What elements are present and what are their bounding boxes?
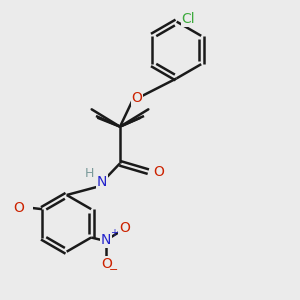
Text: O: O xyxy=(101,256,112,271)
Text: +: + xyxy=(110,228,118,238)
Text: Cl: Cl xyxy=(182,12,195,26)
Text: O: O xyxy=(153,165,164,179)
Text: −: − xyxy=(109,265,118,275)
Text: N: N xyxy=(97,175,107,189)
Text: O: O xyxy=(131,91,142,105)
Text: O: O xyxy=(13,200,24,214)
Text: H: H xyxy=(84,167,94,180)
Text: N: N xyxy=(101,233,111,247)
Text: O: O xyxy=(119,221,130,236)
